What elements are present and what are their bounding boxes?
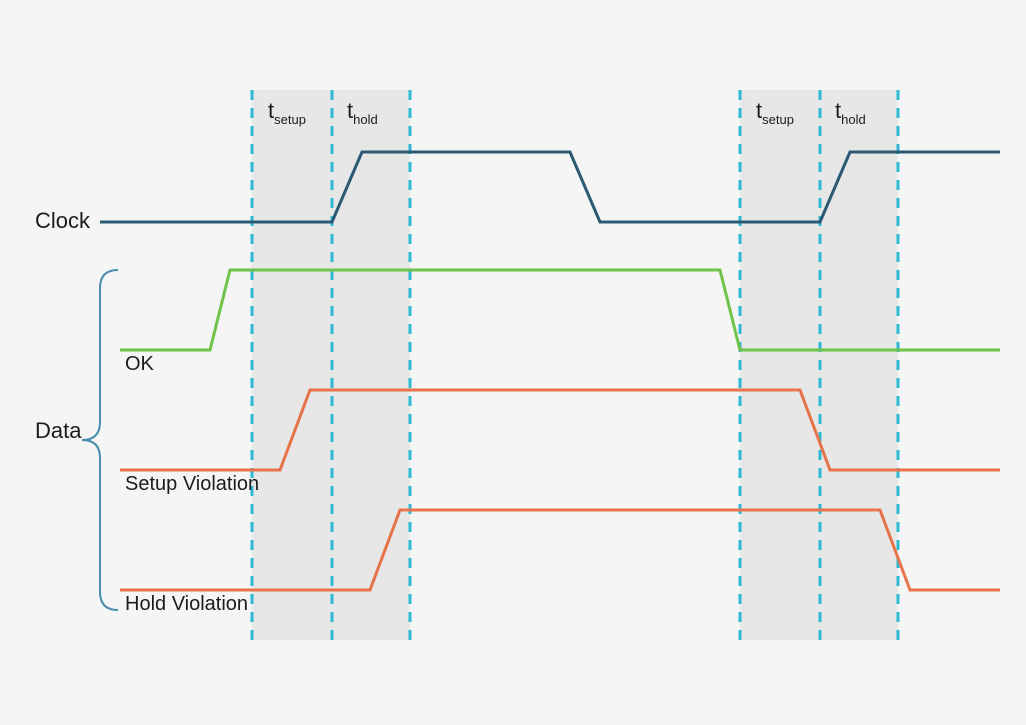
ok-label: OK (125, 353, 155, 375)
hold-violation-label: Hold Violation (125, 593, 248, 615)
data-label: Data (35, 418, 82, 443)
clock-label: Clock (35, 208, 91, 233)
timing-diagram: tsetup thold tsetup thold Clock Data OK … (0, 0, 1026, 725)
setup-violation-label: Setup Violation (125, 473, 259, 495)
data-brace (82, 270, 118, 610)
